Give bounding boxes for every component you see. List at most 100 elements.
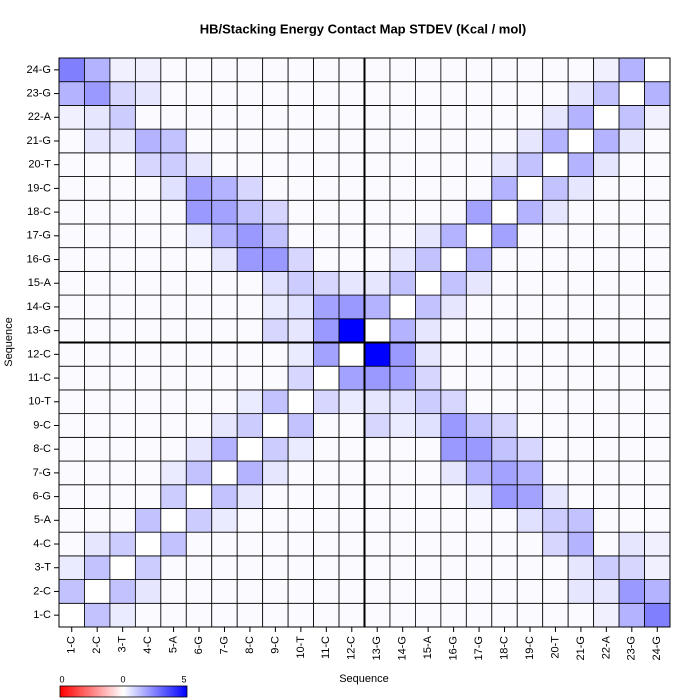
x-tick-label: 3-T [117,636,129,653]
heat-cell [389,342,416,367]
heat-cell [644,436,671,462]
y-tick-label: 7-G [33,467,51,479]
heat-cell [389,176,416,201]
heat-cell [465,508,493,533]
heat-cell [262,413,289,438]
heat-cell [160,128,187,154]
heat-cell [364,105,391,130]
heat-cell [287,223,314,249]
heat-cell [440,460,467,486]
heat-cell [262,460,289,486]
x-tick-label: 19-C [524,636,536,660]
heat-cell [593,247,620,272]
heat-cell [644,247,671,272]
heat-cell [313,247,340,272]
heat-cell [364,579,391,604]
heat-cell [109,318,136,343]
heat-cell [465,531,493,557]
heat-cell [593,81,620,106]
heat-cell [516,460,544,486]
heat-cell [618,484,645,509]
y-axis-label: Sequence [3,317,15,367]
heat-cell [236,602,264,628]
heat-cell [440,318,467,343]
heat-cell [262,318,289,343]
heat-cell [567,508,595,533]
heat-cell [160,57,187,83]
heat-cell [262,342,289,367]
heat-cell [236,199,264,225]
heat-cell [160,460,187,486]
heat-cell [313,436,340,462]
heat-cell [389,460,416,486]
heat-cell [236,176,264,201]
heat-cell [211,105,238,130]
heat-cell [465,199,493,225]
heat-cell [516,223,544,249]
heat-cell [593,579,620,604]
heat-cell [338,176,365,201]
heat-cell [236,389,264,415]
heat-cell [516,602,544,628]
heat-cell [262,365,289,391]
heat-cell [338,531,365,557]
heat-cell [593,128,620,154]
heat-cell [262,436,289,462]
heat-cell [287,508,314,533]
heat-cell [618,270,645,296]
heat-cell [440,294,467,320]
heat-cell [491,247,518,272]
heat-cell [542,413,569,438]
heat-cell [134,247,162,272]
y-tick-label: 19-C [27,182,51,194]
heat-cell [236,555,264,580]
heat-cell [542,484,569,509]
y-tick-label: 12-C [27,348,51,360]
heat-cell [313,555,340,580]
heat-cell [364,57,391,83]
heat-cell [160,176,187,201]
heat-cell [389,105,416,130]
heat-cell [465,460,493,486]
heat-cell [236,318,264,343]
heat-cell [364,318,391,343]
heat-cell [644,579,671,604]
heat-cell [134,342,162,367]
heat-cell [211,531,238,557]
heat-cell [236,531,264,557]
heat-cell [338,247,365,272]
heat-cell [567,531,595,557]
heat-cell [618,176,645,201]
heat-cell [211,128,238,154]
heat-cell [211,508,238,533]
heat-cell [58,460,85,486]
heat-cell [389,484,416,509]
heat-cell [542,342,569,367]
heat-cell [440,484,467,509]
heat-cell [262,199,289,225]
heat-cell [542,508,569,533]
x-tick-label: 16-G [448,636,460,660]
heat-cell [364,247,391,272]
heat-cell [287,413,314,438]
heat-cell [185,152,213,177]
heat-cell [160,508,187,533]
heat-cell [440,152,467,177]
x-tick-label: 9-C [269,636,281,654]
heat-cell [567,602,595,628]
heat-cell [262,508,289,533]
x-tick-label: 24-G [651,636,663,660]
heat-cell [389,199,416,225]
heat-cell [84,105,111,130]
heat-cell [236,460,264,486]
heat-cell [287,460,314,486]
heat-cell [465,294,493,320]
heat-cell [491,436,518,462]
heat-cell [389,318,416,343]
heat-cell [567,223,595,249]
heat-cell [185,555,213,580]
heat-cell [313,81,340,106]
heat-cell [415,223,442,249]
heat-cell [618,555,645,580]
heat-cell [185,484,213,509]
